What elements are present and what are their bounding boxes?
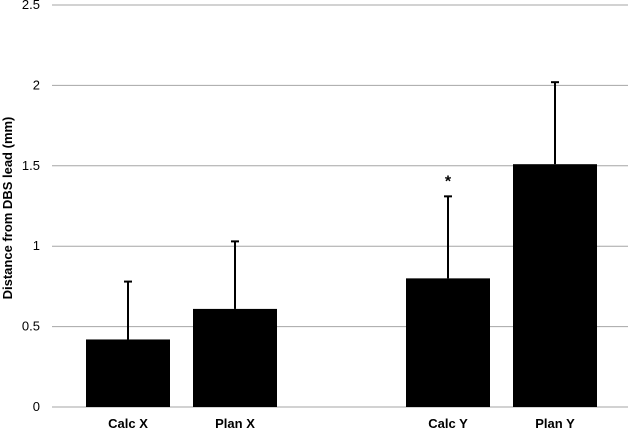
annotations: * xyxy=(445,173,452,190)
y-tick-labels: 0 0.5 1 1.5 2 2.5 xyxy=(22,0,40,414)
bars xyxy=(86,164,597,407)
error-bars xyxy=(124,81,559,340)
bar xyxy=(513,164,597,407)
y-tick-label: 0.5 xyxy=(22,319,40,334)
significance-marker: * xyxy=(445,173,452,190)
y-tick-label: 0 xyxy=(33,399,40,414)
y-tick-label: 1.5 xyxy=(22,158,40,173)
bar xyxy=(86,339,170,407)
category-label: Plan X xyxy=(215,416,255,431)
category-label: Calc Y xyxy=(428,416,468,431)
bar xyxy=(406,278,490,407)
category-label: Plan Y xyxy=(535,416,575,431)
y-tick-label: 2 xyxy=(33,77,40,92)
y-tick-label: 2.5 xyxy=(22,0,40,12)
bar xyxy=(193,308,277,407)
category-label: Calc X xyxy=(108,416,148,431)
y-axis-label: Distance from DBS lead (mm) xyxy=(0,117,15,300)
y-tick-label: 1 xyxy=(33,238,40,253)
category-labels: Calc X Plan X Calc Y Plan Y xyxy=(108,416,575,431)
